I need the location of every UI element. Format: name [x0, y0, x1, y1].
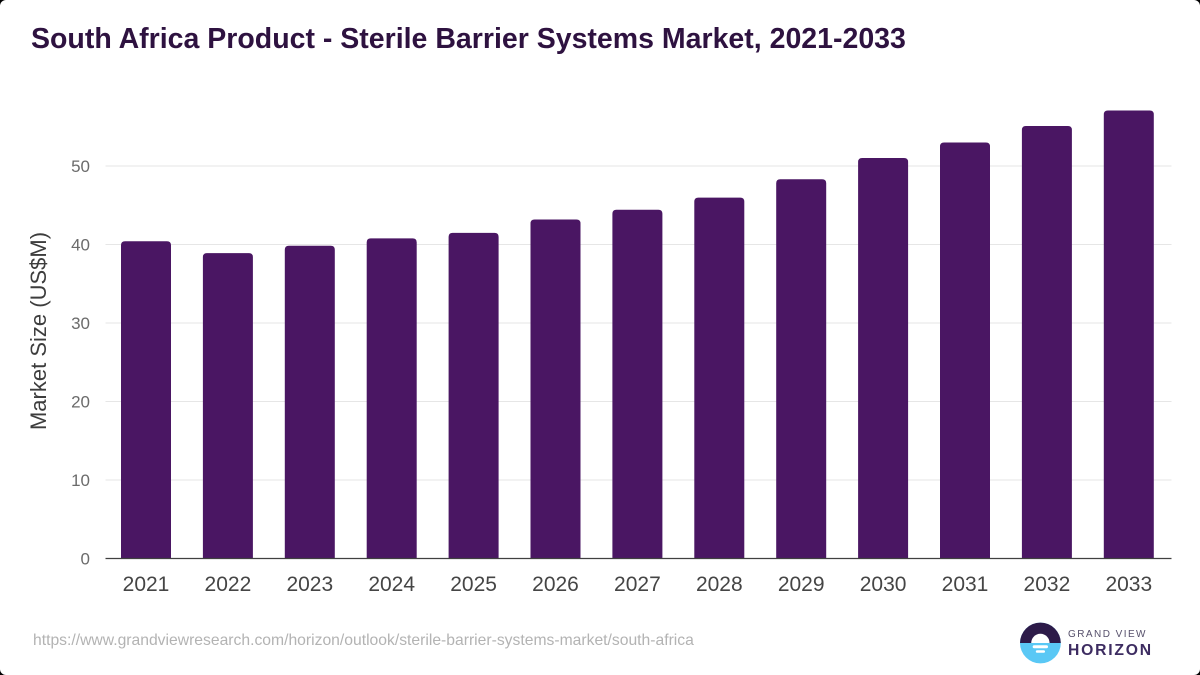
svg-text:30: 30 [71, 314, 90, 333]
svg-text:0: 0 [81, 550, 90, 569]
svg-text:2026: 2026 [532, 573, 579, 596]
svg-text:40: 40 [71, 236, 90, 255]
svg-text:2033: 2033 [1105, 573, 1152, 596]
svg-text:20: 20 [71, 393, 90, 412]
svg-text:2027: 2027 [614, 573, 661, 596]
svg-text:10: 10 [71, 471, 90, 490]
svg-text:50: 50 [71, 157, 90, 176]
svg-text:2031: 2031 [942, 573, 989, 596]
svg-text:2030: 2030 [860, 573, 907, 596]
svg-text:2022: 2022 [205, 573, 252, 596]
svg-text:2024: 2024 [368, 573, 415, 596]
svg-text:2025: 2025 [450, 573, 497, 596]
svg-text:2029: 2029 [778, 573, 825, 596]
svg-text:2032: 2032 [1024, 573, 1071, 596]
svg-text:2021: 2021 [123, 573, 170, 596]
svg-text:2023: 2023 [286, 573, 333, 596]
svg-text:2028: 2028 [696, 573, 743, 596]
svg-text:Market Size (US$M): Market Size (US$M) [26, 232, 51, 430]
